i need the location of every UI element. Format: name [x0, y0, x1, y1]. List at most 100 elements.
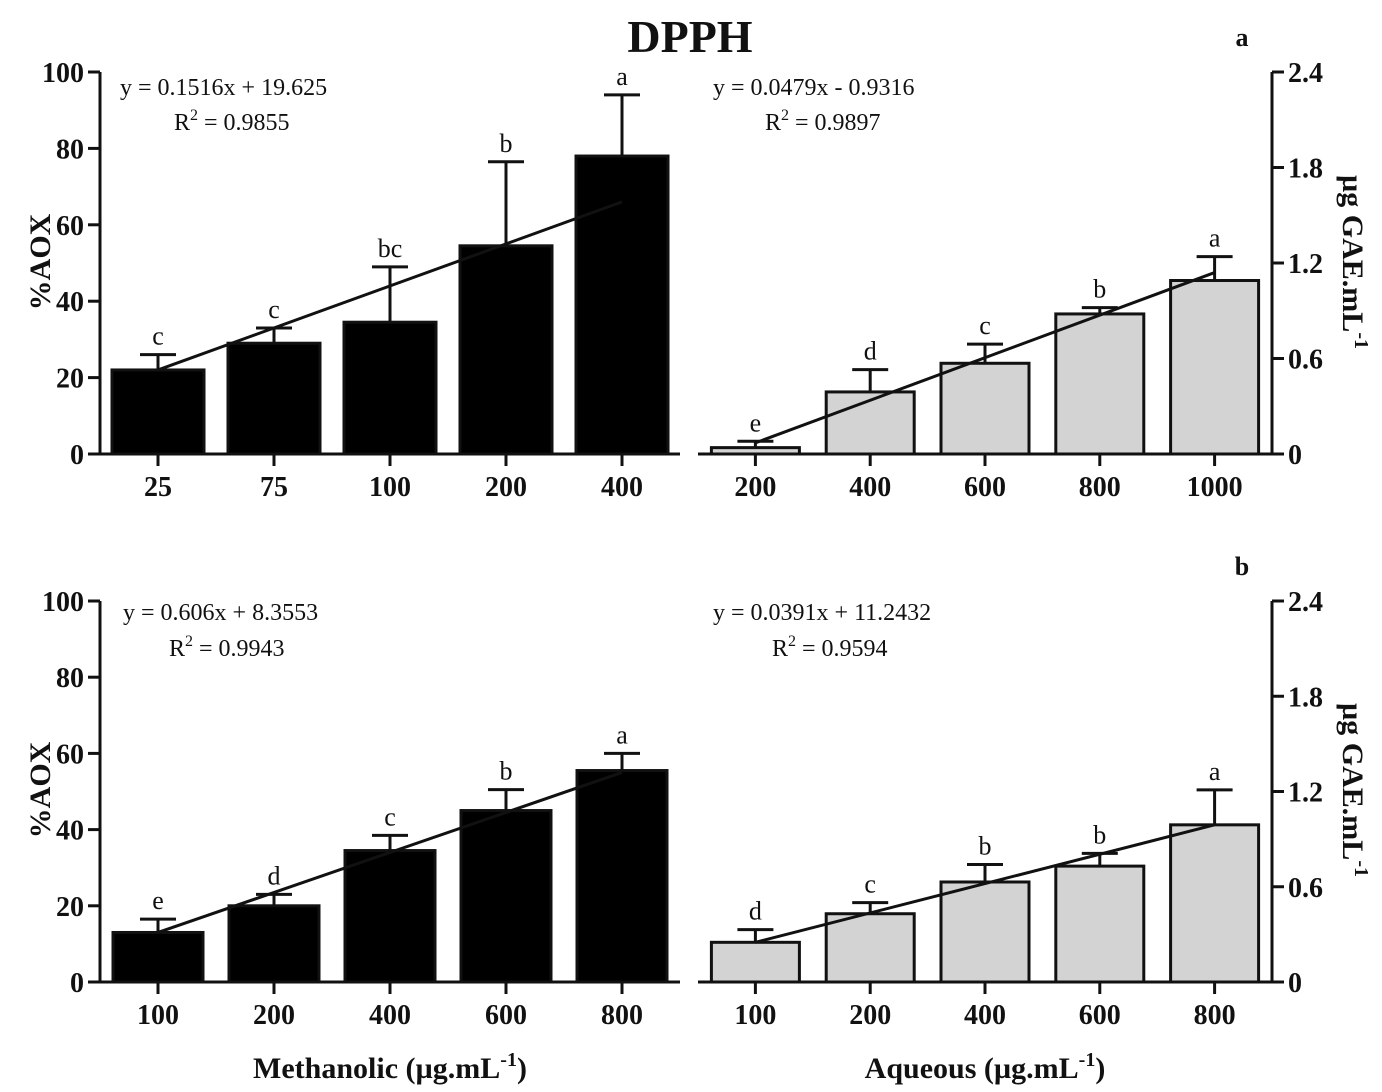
x-tick-label: 200 [485, 472, 527, 503]
bar [342, 320, 438, 456]
panel-label-b: b [1235, 552, 1249, 581]
x-tick-label: 1000 [1187, 472, 1243, 503]
figure-title: DPPH [627, 11, 752, 62]
significance-label: b [1093, 820, 1106, 849]
bar [1054, 312, 1146, 456]
x-tick-label: 800 [1194, 1000, 1236, 1031]
r2-value: = 0.9594 [796, 636, 888, 662]
y-tick-label: 100 [42, 58, 84, 89]
y-tick-label: 40 [56, 287, 84, 318]
fit-equation: y = 0.0479x - 0.9316 [713, 75, 915, 101]
significance-label: d [864, 337, 877, 366]
significance-label: a [1209, 224, 1221, 253]
x-tick-label: 200 [253, 1000, 295, 1031]
y-tick-label: 1.2 [1288, 249, 1323, 280]
trend-line [157, 771, 623, 934]
y-tick-label: 20 [56, 364, 84, 395]
trend-line [157, 200, 623, 372]
bar [824, 390, 916, 456]
r2-letter: R [772, 636, 788, 662]
fit-r-squared: R2 = 0.9594 [772, 633, 888, 662]
x-tick-label: 400 [601, 472, 643, 503]
bar [1169, 279, 1261, 456]
r2-superscript: 2 [788, 633, 796, 650]
bar [1054, 864, 1146, 984]
left-ylabel-a: %AOX [24, 213, 57, 310]
x-tick-label: 600 [964, 472, 1006, 503]
bar [939, 361, 1031, 456]
significance-label: d [749, 897, 762, 926]
bar [343, 849, 437, 984]
x-tick-label: 100 [369, 472, 411, 503]
x-tick-label: 200 [849, 1000, 891, 1031]
significance-label: b [500, 757, 513, 786]
bar [824, 912, 916, 984]
fit-r-squared: R2 = 0.9943 [169, 633, 285, 662]
bar [226, 341, 322, 456]
y-tick-label: 60 [56, 739, 84, 770]
right-ylabel-b: µg GAE.mL-1 [1336, 703, 1372, 877]
significance-label: c [979, 311, 991, 340]
y-tick-label: 0.6 [1288, 873, 1323, 904]
x-tick-label: 75 [260, 472, 288, 503]
xlabel-methanolic: Methanolic (µg.mL-1) [253, 1049, 527, 1085]
x-tick-label: 100 [137, 1000, 179, 1031]
significance-label: b [979, 832, 992, 861]
y-tick-label: 0.6 [1288, 345, 1323, 376]
significance-label: c [152, 322, 164, 351]
fit-equation: y = 0.1516x + 19.625 [120, 75, 327, 101]
x-tick-label: 600 [485, 1000, 527, 1031]
y-tick-label: 1.8 [1288, 154, 1323, 185]
significance-label: c [268, 295, 280, 324]
y-tick-label: 100 [42, 587, 84, 618]
bar [458, 244, 554, 456]
bar [709, 446, 801, 456]
significance-label: b [1093, 275, 1106, 304]
trend-line [754, 271, 1216, 445]
significance-label: a [616, 62, 628, 91]
bar [575, 769, 669, 984]
y-tick-label: 0 [1288, 440, 1302, 471]
fit-equation: y = 0.606x + 8.3553 [123, 600, 318, 626]
x-tick-label: 600 [1079, 1000, 1121, 1031]
r2-superscript: 2 [185, 633, 193, 650]
bar [459, 809, 553, 984]
x-tick-label: 400 [964, 1000, 1006, 1031]
r2-superscript: 2 [190, 107, 198, 124]
y-tick-label: 80 [56, 134, 84, 165]
bar [709, 940, 801, 984]
significance-label: b [500, 129, 513, 158]
y-tick-label: 1.2 [1288, 778, 1323, 809]
r2-letter: R [169, 636, 185, 662]
y-tick-label: 1.8 [1288, 682, 1323, 713]
significance-label: bc [378, 234, 403, 263]
y-tick-label: 60 [56, 211, 84, 242]
y-tick-label: 0 [70, 968, 84, 999]
x-tick-label: 400 [369, 1000, 411, 1031]
r2-letter: R [174, 110, 190, 136]
y-tick-label: 80 [56, 663, 84, 694]
xlabel-aqueous: Aqueous (µg.mL-1) [865, 1049, 1106, 1085]
bar [111, 930, 205, 984]
x-tick-label: 400 [849, 472, 891, 503]
x-tick-label: 100 [734, 1000, 776, 1031]
r2-letter: R [765, 110, 781, 136]
significance-label: a [1209, 757, 1221, 786]
y-tick-label: 0 [1288, 968, 1302, 999]
bar [1169, 823, 1261, 984]
fit-r-squared: R2 = 0.9897 [765, 107, 881, 136]
left-ylabel-b: %AOX [24, 741, 57, 838]
y-tick-label: 0 [70, 440, 84, 471]
right-ylabel-a: µg GAE.mL-1 [1336, 175, 1372, 349]
significance-label: e [152, 886, 164, 915]
y-tick-label: 20 [56, 892, 84, 923]
r2-value: = 0.9943 [193, 636, 285, 662]
r2-value: = 0.9897 [789, 110, 881, 136]
significance-label: e [750, 408, 762, 437]
significance-label: c [864, 870, 876, 899]
x-tick-label: 800 [601, 1000, 643, 1031]
x-tick-label: 200 [734, 472, 776, 503]
